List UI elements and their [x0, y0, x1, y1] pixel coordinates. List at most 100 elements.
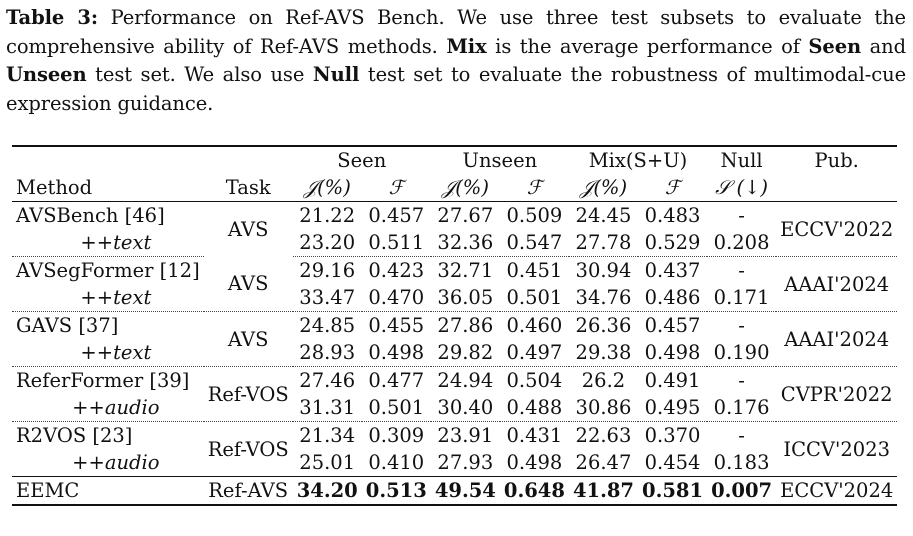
value-cell: 0.491 — [644, 369, 701, 392]
method-name: R2VOS [23] — [16, 424, 133, 447]
method-name: AVSegFormer [12] — [16, 259, 200, 282]
table-row: AVSegFormer [12] AVS 29.16 0.423 32.71 0… — [12, 256, 898, 312]
value-cell: 26.47 — [568, 449, 638, 477]
value-cell: 33.47 — [292, 284, 362, 312]
value-cell: 0.190 — [707, 339, 777, 367]
value-cell: 22.63 — [575, 424, 632, 447]
caption-text: is the average performance of — [486, 34, 809, 58]
value-cell: 0.455 — [368, 314, 425, 337]
value-cell: 34.76 — [568, 284, 638, 312]
value-cell-best: 41.87 — [568, 476, 638, 506]
table-row: ++audio 25.01 0.410 27.93 0.498 26.47 0.… — [12, 449, 897, 477]
method-name: AVSBench [46] — [16, 204, 165, 227]
header-unseen: Unseen — [430, 145, 569, 174]
header-empty — [776, 174, 898, 202]
method-variant: ++text — [12, 229, 204, 257]
value-cell: 0.470 — [361, 284, 431, 312]
value-cell: 0.437 — [644, 259, 701, 282]
method-variant: ++audio — [12, 449, 204, 477]
value-cell: 24.94 — [437, 369, 494, 392]
value-cell: 0.509 — [506, 204, 563, 227]
value-cell: - — [738, 259, 745, 282]
value-cell: 24.85 — [299, 314, 356, 337]
header-mix: Mix(S+U) — [568, 145, 708, 174]
value-cell: 0.423 — [368, 259, 425, 282]
header-metric: 𝒥(%) — [292, 174, 362, 202]
value-cell: 0.176 — [707, 394, 777, 422]
pub-cell: AAAI'2024 — [776, 311, 898, 367]
header-empty — [203, 145, 293, 174]
method-variant: ++text — [12, 284, 204, 312]
results-table: Seen Unseen Mix(S+U) Null Pub. Method Ta… — [12, 145, 898, 506]
table-row: AVSBench [46] AVS 21.22 0.457 27.67 0.50… — [12, 201, 898, 257]
method-group: ReferFormer [39] Ref-VOS 27.46 0.477 24.… — [12, 366, 898, 422]
value-cell: 0.495 — [638, 394, 708, 422]
pub-cell: ECCV'2022 — [776, 201, 898, 257]
value-cell: 26.36 — [575, 314, 632, 337]
value-cell: 32.36 — [430, 229, 500, 257]
caption-null: Null — [312, 63, 360, 86]
method-name: GAVS [37] — [16, 314, 119, 337]
value-cell-best: 49.54 — [430, 476, 500, 506]
value-cell: 21.34 — [299, 424, 356, 447]
header-metric: ℱ — [499, 174, 569, 202]
task-cell: AVS — [227, 217, 269, 241]
header-row-groups: Seen Unseen Mix(S+U) Null Pub. — [12, 145, 898, 174]
value-cell: 31.31 — [292, 394, 362, 422]
header-metric: ℱ — [361, 174, 431, 202]
value-cell: - — [738, 424, 745, 447]
value-cell: 0.431 — [506, 424, 563, 447]
value-cell-best: 0.513 — [361, 476, 431, 506]
header-empty — [12, 145, 204, 174]
header-row-metrics: Method Task 𝒥(%) ℱ 𝒥(%) ℱ 𝒥(%) ℱ 𝒮 (↓) — [12, 174, 898, 202]
caption-unseen: Unseen — [6, 63, 87, 86]
value-cell: 0.498 — [361, 339, 431, 367]
value-cell: 0.486 — [638, 284, 708, 312]
table-row: ++text 23.20 0.511 32.36 0.547 27.78 0.5… — [12, 229, 897, 257]
value-cell: 0.208 — [707, 229, 777, 257]
value-cell: 0.171 — [707, 284, 777, 312]
method-variant: ++text — [12, 339, 204, 367]
value-cell-best: 0.581 — [638, 476, 708, 506]
header-null: Null — [707, 145, 777, 174]
value-cell-best: 0.007 — [707, 476, 777, 506]
value-cell: 0.529 — [638, 229, 708, 257]
value-cell: 0.498 — [499, 449, 569, 477]
header-metric: 𝒥(%) — [430, 174, 500, 202]
caption-label: Table 3: — [6, 6, 98, 29]
table-row: GAVS [37] AVS 24.85 0.455 27.86 0.460 26… — [12, 311, 898, 367]
table-row: R2VOS [23] Ref-VOS 21.34 0.309 23.91 0.4… — [12, 421, 898, 477]
value-cell: 0.460 — [506, 314, 563, 337]
value-cell: 30.94 — [575, 259, 632, 282]
pub-cell: ECCV'2024 — [776, 476, 898, 506]
value-cell: 21.22 — [299, 204, 356, 227]
value-cell: 27.93 — [430, 449, 500, 477]
value-cell: 0.370 — [644, 424, 701, 447]
task-cell: Ref-AVS — [203, 476, 293, 506]
value-cell-best: 0.648 — [499, 476, 569, 506]
value-cell: 27.78 — [568, 229, 638, 257]
value-cell: 30.40 — [430, 394, 500, 422]
value-cell: 0.483 — [644, 204, 701, 227]
variant-label: +text — [96, 231, 152, 254]
value-cell: 24.45 — [575, 204, 632, 227]
caption-text: Performance on Ref-AVS Bench. We use thr… — [6, 6, 906, 58]
task-cell: AVS — [203, 311, 293, 367]
value-cell: 0.498 — [638, 339, 708, 367]
value-cell: 0.501 — [499, 284, 569, 312]
value-cell: 29.16 — [299, 259, 356, 282]
variant-label: +text — [96, 286, 152, 309]
value-cell: 29.38 — [568, 339, 638, 367]
caption-text: and — [861, 34, 906, 58]
pub-cell: AAAI'2024 — [776, 256, 898, 312]
table-row: ++text 28.93 0.498 29.82 0.497 29.38 0.4… — [12, 339, 897, 367]
value-cell: 0.454 — [638, 449, 708, 477]
value-cell: 27.46 — [299, 369, 356, 392]
value-cell: 0.451 — [506, 259, 563, 282]
pub-cell: ICCV'2023 — [776, 421, 898, 477]
value-cell: 32.71 — [437, 259, 494, 282]
task-cell: Ref-VOS — [203, 421, 293, 477]
value-cell: 0.410 — [361, 449, 431, 477]
value-cell: 28.93 — [292, 339, 362, 367]
pub-cell: CVPR'2022 — [776, 366, 898, 422]
